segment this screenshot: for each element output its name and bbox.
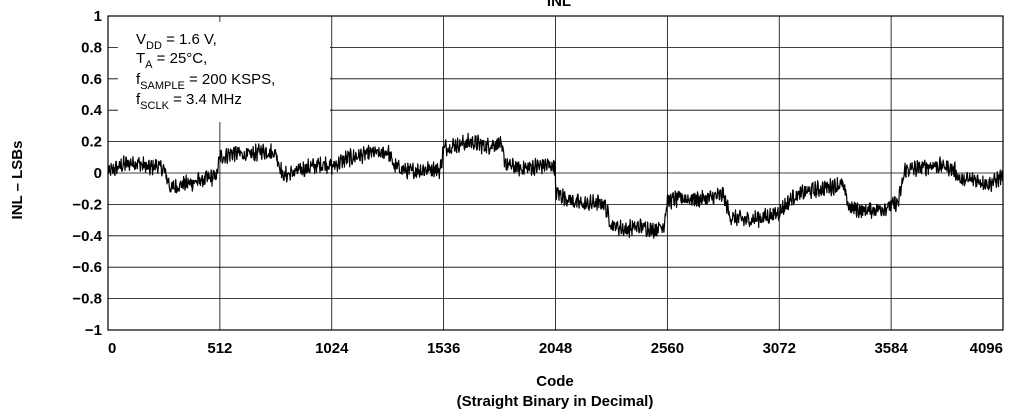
y-tick-label: −1	[85, 322, 102, 339]
inl-series-line	[107, 132, 1004, 239]
x-tick-labels: 0 512 1024 1536 2048 2560 3072 3584 4096	[108, 340, 1003, 357]
y-tick-label: 0.4	[81, 102, 103, 119]
x-axis-label: Code	[536, 373, 574, 390]
y-tick-label: 1	[94, 8, 102, 25]
x-tick-label: 2560	[651, 340, 684, 357]
x-axis-label-sub: (Straight Binary in Decimal)	[457, 393, 654, 410]
y-tick-label: 0.8	[81, 39, 102, 56]
annotation-vdd: VDD = 1.6 V,	[136, 31, 217, 52]
x-tick-label: 3584	[874, 340, 908, 357]
plot-frame	[107, 15, 1004, 331]
y-axis-label: INL – LSBs	[9, 141, 26, 220]
y-tick-label: −0.2	[72, 196, 102, 213]
y-tick-label: 0	[94, 165, 102, 182]
annotation-fsclk: fSCLK = 3.4 MHz	[136, 91, 242, 112]
x-tick-label: 512	[207, 340, 232, 357]
y-tick-label: −0.6	[72, 259, 102, 276]
y-tick-label: 0.6	[81, 71, 102, 88]
y-tick-labels: 1 0.8 0.6 0.4 0.2 0 −0.2 −0.4 −0.6 −0.8 −1	[72, 8, 102, 339]
y-tick-label: −0.4	[72, 228, 102, 245]
x-tick-label: 4096	[970, 340, 1003, 357]
y-tick-label: 0.2	[81, 134, 102, 151]
x-tick-label: 0	[108, 340, 116, 357]
chart-title: INL	[547, 0, 571, 10]
x-tick-label: 1024	[315, 340, 349, 357]
annotation-ta: TA = 25°C,	[136, 50, 207, 71]
x-tick-label: 2048	[539, 340, 572, 357]
y-tick-label: −0.8	[72, 291, 102, 308]
x-tick-label: 1536	[427, 340, 460, 357]
annotation-fsample: fSAMPLE = 200 KSPS,	[136, 71, 275, 92]
x-tick-label: 3072	[763, 340, 796, 357]
annotation-box	[118, 22, 330, 122]
